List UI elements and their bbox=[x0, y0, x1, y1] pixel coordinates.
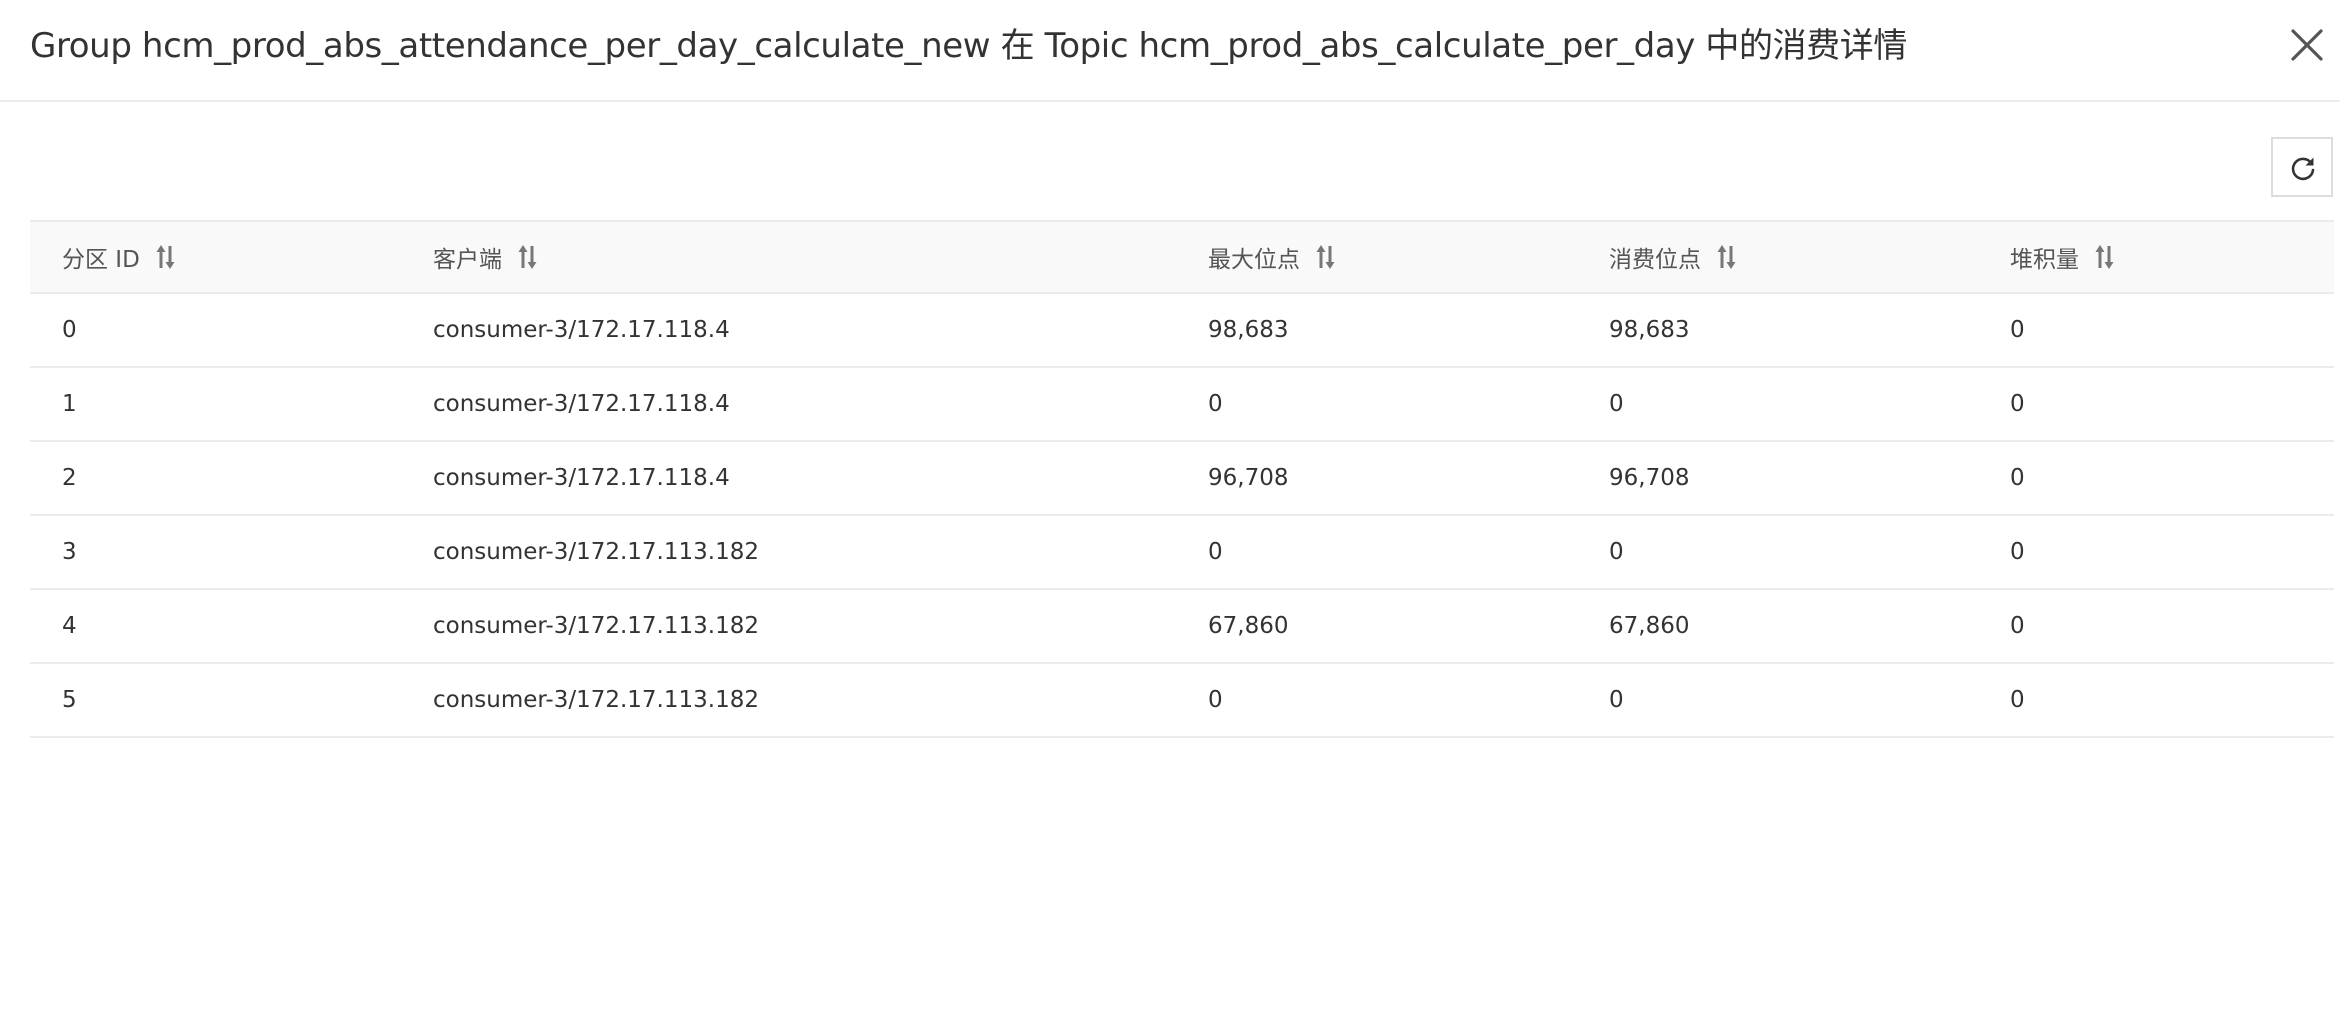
table-row: 3 consumer-3/172.17.113.182 0 0 0 bbox=[30, 516, 2334, 590]
lag-cell: 0 bbox=[2010, 613, 2025, 639]
table-row: 4 consumer-3/172.17.113.182 67,860 67,86… bbox=[30, 590, 2334, 664]
lag-cell: 0 bbox=[2010, 539, 2025, 565]
column-label: 最大位点 bbox=[1208, 247, 1300, 273]
client-cell: consumer-3/172.17.118.4 bbox=[433, 391, 730, 417]
client-cell: consumer-3/172.17.113.182 bbox=[433, 539, 759, 565]
table-row: 2 consumer-3/172.17.118.4 96,708 96,708 … bbox=[30, 442, 2334, 516]
lag-cell: 0 bbox=[2010, 317, 2025, 343]
lag-cell: 0 bbox=[2010, 687, 2025, 713]
refresh-button[interactable] bbox=[2271, 137, 2333, 197]
table-row: 5 consumer-3/172.17.113.182 0 0 0 bbox=[30, 664, 2334, 738]
max-offset-cell: 0 bbox=[1208, 391, 1223, 417]
dialog-title: Group hcm_prod_abs_attendance_per_day_ca… bbox=[30, 26, 1907, 66]
consumer-offset-cell: 0 bbox=[1609, 539, 1624, 565]
sort-icon[interactable] bbox=[2095, 244, 2115, 270]
max-offset-cell: 96,708 bbox=[1208, 465, 1289, 491]
consumer-offset-cell: 0 bbox=[1609, 391, 1624, 417]
partition-id-cell: 5 bbox=[62, 687, 77, 713]
client-cell: consumer-3/172.17.118.4 bbox=[433, 317, 730, 343]
column-label: 堆积量 bbox=[2010, 247, 2079, 273]
client-cell: consumer-3/172.17.118.4 bbox=[433, 465, 730, 491]
partition-table: 分区 ID 客户端 最大位点 bbox=[30, 220, 2334, 738]
column-header-client: 客户端 bbox=[433, 222, 538, 292]
max-offset-cell: 0 bbox=[1208, 539, 1223, 565]
consumer-offset-cell: 0 bbox=[1609, 687, 1624, 713]
client-cell: consumer-3/172.17.113.182 bbox=[433, 687, 759, 713]
column-header-partition-id: 分区 ID bbox=[62, 222, 176, 292]
dialog-header: Group hcm_prod_abs_attendance_per_day_ca… bbox=[0, 0, 2340, 102]
lag-cell: 0 bbox=[2010, 391, 2025, 417]
column-label: 客户端 bbox=[433, 247, 502, 273]
column-label: 消费位点 bbox=[1609, 247, 1701, 273]
lag-cell: 0 bbox=[2010, 465, 2025, 491]
consumer-offset-cell: 67,860 bbox=[1609, 613, 1690, 639]
column-header-lag: 堆积量 bbox=[2010, 222, 2115, 292]
partition-id-cell: 3 bbox=[62, 539, 77, 565]
consumer-offset-cell: 96,708 bbox=[1609, 465, 1690, 491]
max-offset-cell: 0 bbox=[1208, 687, 1223, 713]
refresh-icon bbox=[2291, 157, 2315, 181]
column-label: 分区 ID bbox=[62, 247, 140, 273]
column-header-max-offset: 最大位点 bbox=[1208, 222, 1336, 292]
max-offset-cell: 67,860 bbox=[1208, 613, 1289, 639]
sort-icon[interactable] bbox=[518, 244, 538, 270]
max-offset-cell: 98,683 bbox=[1208, 317, 1289, 343]
sort-icon[interactable] bbox=[1717, 244, 1737, 270]
sort-icon[interactable] bbox=[1316, 244, 1336, 270]
table-row: 1 consumer-3/172.17.118.4 0 0 0 bbox=[30, 368, 2334, 442]
partition-id-cell: 0 bbox=[62, 317, 77, 343]
table-header: 分区 ID 客户端 最大位点 bbox=[30, 220, 2334, 294]
consumer-offset-cell: 98,683 bbox=[1609, 317, 1690, 343]
partition-id-cell: 4 bbox=[62, 613, 77, 639]
sort-icon[interactable] bbox=[156, 244, 176, 270]
client-cell: consumer-3/172.17.113.182 bbox=[433, 613, 759, 639]
partition-id-cell: 2 bbox=[62, 465, 77, 491]
column-header-consumer-offset: 消费位点 bbox=[1609, 222, 1737, 292]
partition-id-cell: 1 bbox=[62, 391, 77, 417]
table-row: 0 consumer-3/172.17.118.4 98,683 98,683 … bbox=[30, 294, 2334, 368]
close-icon[interactable] bbox=[2284, 22, 2330, 68]
